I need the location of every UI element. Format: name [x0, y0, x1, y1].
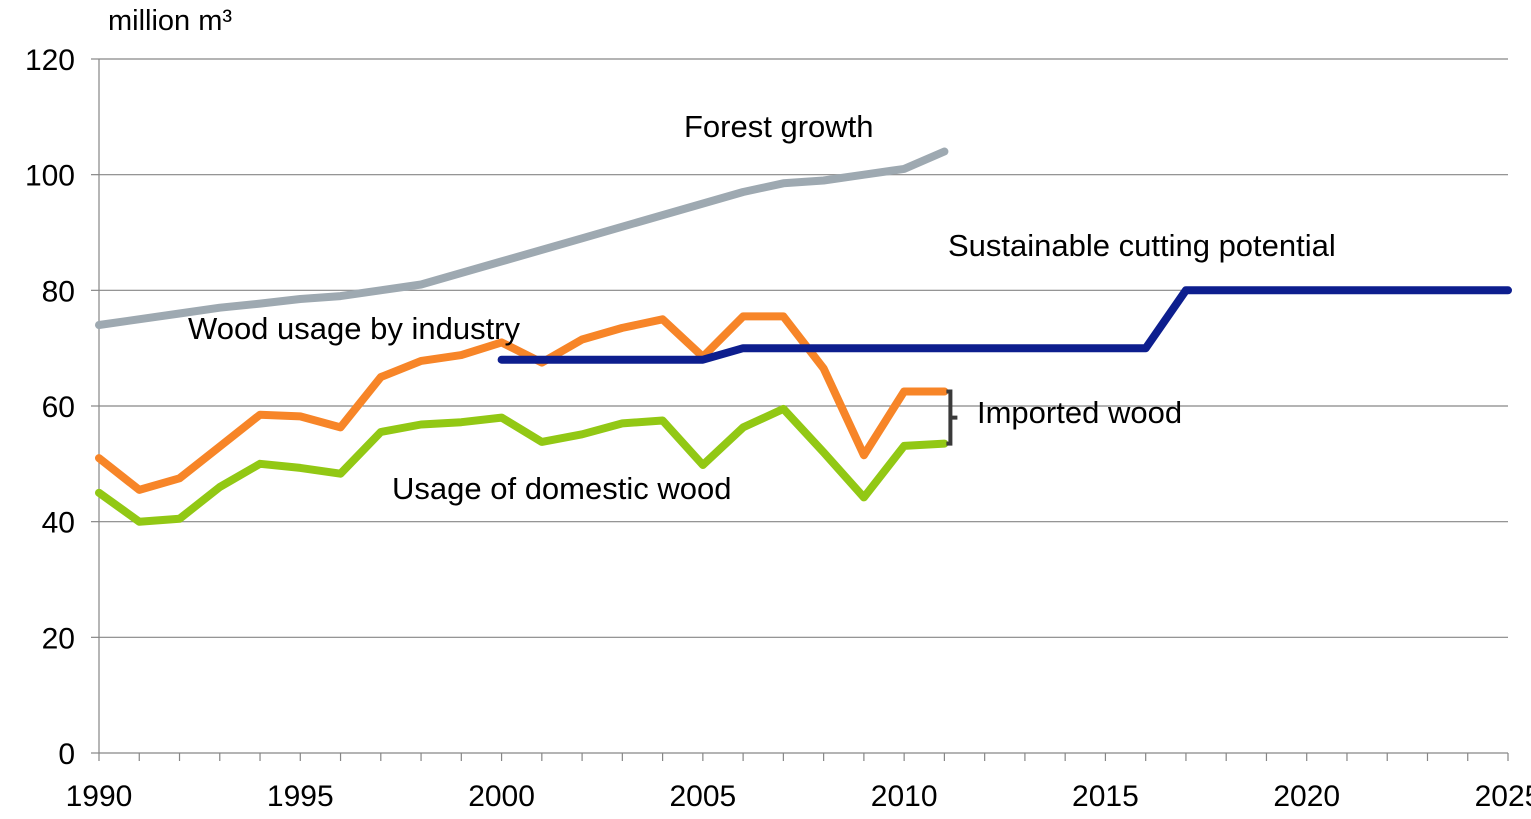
series-line-forest-growth [95, 147, 949, 329]
x-tick-label-2000: 2000 [468, 780, 535, 813]
y-tick-label-100: 100 [25, 160, 75, 193]
imported-wood-label: Imported wood [977, 395, 1182, 430]
imported-wood-bracket [946, 389, 958, 446]
series-label-sustainable-cutting-potential: Sustainable cutting potential [948, 228, 1336, 263]
series-label-forest-growth: Forest growth [684, 109, 874, 144]
series-line-sustainable-cutting-potential [497, 286, 1512, 364]
series-lines [95, 147, 1512, 526]
x-tick-label-2010: 2010 [871, 780, 938, 813]
x-tick-label-1990: 1990 [66, 780, 133, 813]
bracket-shape [946, 389, 958, 446]
x-tick-label-2005: 2005 [669, 780, 736, 813]
series-label-wood-usage-by-industry: Wood usage by industry [188, 311, 521, 346]
grid-lines [99, 58, 1508, 638]
y-tick-label-120: 120 [25, 44, 75, 77]
x-tick-label-2015: 2015 [1072, 780, 1139, 813]
x-tick-label-2020: 2020 [1273, 780, 1340, 813]
x-tick-label-2025: 2025 [1475, 780, 1531, 813]
series-line-wood-usage-by-industry [95, 312, 949, 494]
y-tick-label-40: 40 [42, 507, 75, 540]
y-tick-label-0: 0 [58, 738, 75, 771]
series-line-usage-of-domestic-wood [95, 404, 949, 526]
series-label-usage-of-domestic-wood: Usage of domestic wood [392, 471, 731, 506]
axes: 0 20 40 60 80 100 120 1990 1995 2000 2005 2010 2015 2… [25, 44, 1531, 813]
y-tick-label-60: 60 [42, 391, 75, 424]
y-axis-unit-label: million m³ [108, 5, 232, 37]
x-tick-label-1995: 1995 [267, 780, 334, 813]
y-tick-label-20: 20 [42, 622, 75, 655]
y-tick-label-80: 80 [42, 275, 75, 308]
chart-labels: million m³ Forest growth Sustainable cut… [108, 5, 1336, 506]
